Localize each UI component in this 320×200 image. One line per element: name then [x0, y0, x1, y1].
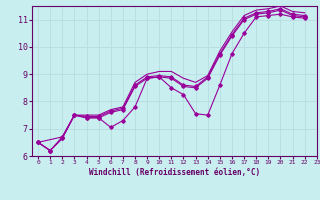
- X-axis label: Windchill (Refroidissement éolien,°C): Windchill (Refroidissement éolien,°C): [89, 168, 260, 177]
